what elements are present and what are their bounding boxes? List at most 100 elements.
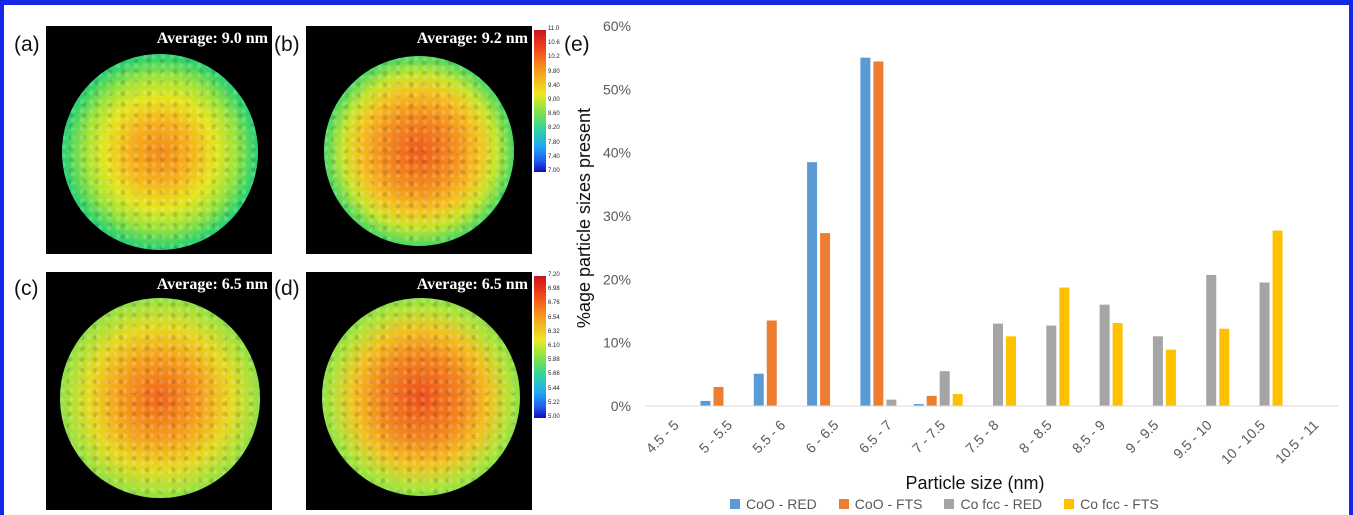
bar-co-fcc-red-5 xyxy=(939,371,950,406)
bar-coo-red-3 xyxy=(807,162,818,406)
legend-swatch xyxy=(1064,499,1075,509)
y-tick-label: 60% xyxy=(603,18,631,34)
bar-coo-fts-4 xyxy=(873,61,884,406)
x-tick-label: 8 - 8.5 xyxy=(1016,417,1056,457)
bar-coo-fts-3 xyxy=(820,233,831,406)
colorbar-tick-label: 10.6 xyxy=(548,40,560,47)
colorbar-tick-label: 8.20 xyxy=(548,125,560,132)
particle-size-bar-chart: 0% 10% 20% 30% 40% 50% 60% 4.5 - 5 5 - 5.5 5.5 -… xyxy=(574,18,1338,493)
x-tick-label: 9.5 - 10 xyxy=(1170,417,1215,462)
panel-label-b: (b) xyxy=(274,33,300,56)
bar-co-fcc-fts-5 xyxy=(952,393,963,406)
bar-co-fcc-red-7 xyxy=(1046,325,1057,406)
bar-coo-red-4 xyxy=(860,57,871,407)
size-map-a: Average: 9.0 nm xyxy=(46,26,272,254)
legend-swatch xyxy=(838,499,849,509)
panel-label-c: (c) xyxy=(14,277,39,300)
colorbar-tick-label: 6.98 xyxy=(548,286,560,293)
bar-co-fcc-fts-8 xyxy=(1112,323,1123,406)
x-tick-label: 6 - 6.5 xyxy=(802,417,842,457)
legend-label: CoO - RED xyxy=(746,496,817,512)
y-tick-label: 50% xyxy=(603,81,631,97)
panel-label-a: (a) xyxy=(14,33,40,56)
bar-co-fcc-fts-9 xyxy=(1165,349,1176,406)
colorbar-tick-label: 6.10 xyxy=(548,343,560,349)
bar-co-fcc-fts-7 xyxy=(1059,287,1070,406)
colorbar-tick-label: 5.22 xyxy=(548,399,560,406)
bar-co-fcc-red-8 xyxy=(1099,304,1110,406)
legend-label: Co fcc - FTS xyxy=(1080,496,1159,512)
legend-item: CoO - RED xyxy=(730,496,817,512)
size-map-b: Average: 9.2 nm xyxy=(306,26,532,254)
colorbar-tick-label: 6.76 xyxy=(548,300,560,307)
bar-co-fcc-red-4 xyxy=(886,399,897,406)
x-axis-title: Particle size (nm) xyxy=(905,473,1044,493)
legend-item: Co fcc - FTS xyxy=(1064,496,1159,512)
colorbar-tick-label: 11.0 xyxy=(548,26,560,32)
legend-swatch xyxy=(730,499,740,509)
colorbar-tick-label: 7.40 xyxy=(548,153,560,160)
bar-co-fcc-red-9 xyxy=(1152,336,1163,406)
colorbar-tick-label: 5.00 xyxy=(548,414,560,420)
y-axis-title: %age particle sizes present xyxy=(574,108,594,328)
panel-label-d: (d) xyxy=(274,277,300,300)
panel-label-e: (e) xyxy=(564,33,590,56)
particle-disk xyxy=(322,298,520,496)
bar-co-fcc-red-10 xyxy=(1206,274,1217,406)
colorbar-tick-label: 6.54 xyxy=(548,314,560,321)
x-tick-label: 10 - 10.5 xyxy=(1218,417,1269,468)
bar-coo-red-1 xyxy=(700,400,711,406)
bar-co-fcc-fts-10 xyxy=(1219,328,1230,406)
y-tick-label: 20% xyxy=(603,271,631,287)
colorbar-tick-label: 10.2 xyxy=(548,54,560,61)
x-tick-label: 6.5 - 7 xyxy=(856,417,896,457)
bar-coo-fts-2 xyxy=(766,320,777,406)
x-tick-label: 5.5 - 6 xyxy=(749,417,789,457)
average-label: Average: 9.2 nm xyxy=(416,30,528,47)
average-label: Average: 9.0 nm xyxy=(156,30,268,47)
colorbar-tick-label: 9.40 xyxy=(548,82,560,89)
bar-co-fcc-fts-6 xyxy=(1006,336,1016,406)
colorbar-tick-label: 8.60 xyxy=(548,111,560,118)
colorbar-tick-label: 6.32 xyxy=(548,328,560,335)
legend-item: Co fcc - RED xyxy=(944,496,1042,512)
y-tick-label: 40% xyxy=(603,145,631,161)
colorbar-tick-label: 7.80 xyxy=(548,139,560,146)
x-tick-label: 9 - 9.5 xyxy=(1122,417,1162,457)
legend-label: Co fcc - RED xyxy=(960,496,1043,512)
bar-coo-fts-5 xyxy=(926,395,937,406)
legend-label: CoO - FTS xyxy=(854,496,923,512)
bar-co-fcc-red-11 xyxy=(1259,282,1270,406)
average-label: Average: 6.5 nm xyxy=(156,276,268,293)
colorbar-tick-label: 7.00 xyxy=(548,168,560,174)
size-map-c: Average: 6.5 nm xyxy=(46,272,272,510)
legend-item: CoO - FTS xyxy=(838,496,923,512)
colorbar-tick-label: 9.80 xyxy=(548,68,560,75)
y-tick-label: 0% xyxy=(611,398,631,414)
x-tick-label: 4.5 - 5 xyxy=(642,417,682,457)
colorbar-top xyxy=(534,30,546,172)
y-tick-label: 10% xyxy=(603,335,631,351)
x-tick-label: 7 - 7.5 xyxy=(909,417,949,457)
bar-co-fcc-fts-11 xyxy=(1272,230,1283,406)
x-tick-label: 5 - 5.5 xyxy=(696,417,736,457)
chart-legend: CoO - RED CoO - FTS Co fcc - RED Co fcc - F… xyxy=(730,496,1159,512)
particle-disk xyxy=(62,54,258,250)
colorbar-tick-label: 9.00 xyxy=(548,97,560,103)
y-tick-label: 30% xyxy=(603,208,631,224)
size-map-d: Average: 6.5 nm xyxy=(306,272,532,510)
bar-coo-red-2 xyxy=(753,373,764,406)
x-tick-label: 7.5 - 8 xyxy=(962,417,1002,457)
particle-disk xyxy=(324,56,514,246)
colorbar-tick-label: 5.44 xyxy=(548,385,560,392)
particle-disk xyxy=(60,298,260,498)
bar-coo-fts-1 xyxy=(713,387,724,406)
colorbar-tick-label: 7.20 xyxy=(548,272,560,278)
legend-swatch xyxy=(944,499,955,509)
bar-coo-red-5 xyxy=(913,404,924,406)
colorbar-tick-label: 5.88 xyxy=(548,357,560,364)
x-tick-label: 10.5 - 11 xyxy=(1272,417,1322,467)
x-tick-label: 8.5 - 9 xyxy=(1069,417,1109,457)
colorbar-tick-label: 5.66 xyxy=(548,371,560,378)
